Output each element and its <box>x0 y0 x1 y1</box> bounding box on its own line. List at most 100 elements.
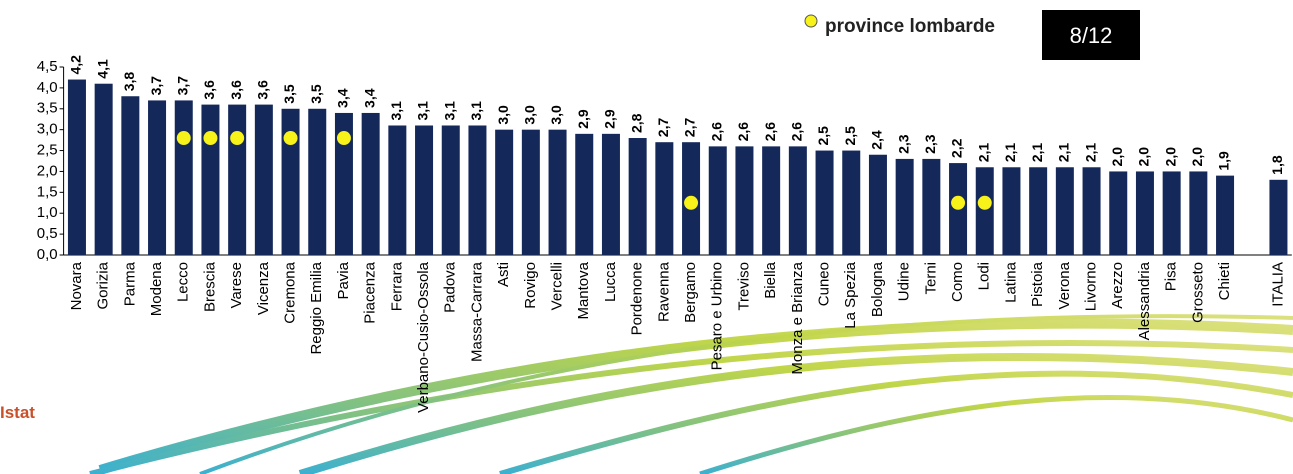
highlight-marker <box>177 131 191 145</box>
value-label: 3,0 <box>522 105 538 125</box>
bar <box>442 125 460 255</box>
value-label: 3,0 <box>495 105 511 125</box>
bar <box>735 146 753 255</box>
x-tick-label: Bergamo <box>682 262 699 323</box>
value-label: 1,8 <box>1269 155 1285 175</box>
x-tick-label: Treviso <box>735 262 752 311</box>
bar <box>308 109 326 255</box>
value-label: 3,5 <box>308 84 324 104</box>
value-label: 3,6 <box>255 80 271 100</box>
y-tick-label: 0,5 <box>37 225 58 242</box>
x-tick-label: ITALIA <box>1269 262 1286 307</box>
bar <box>175 100 193 255</box>
value-label: 2,6 <box>708 122 724 142</box>
x-tick-label: Novara <box>68 261 85 310</box>
x-tick-label: Alessandria <box>1136 261 1153 340</box>
x-tick-label: Lucca <box>602 261 619 302</box>
bar <box>468 125 486 255</box>
x-tick-label: Ferrara <box>388 261 405 311</box>
chart: 8/12 Istat province lombarde 0,0 0,5 1,0 1,… <box>0 0 1293 474</box>
x-tick-label: Chieti <box>1216 262 1233 300</box>
value-label: 3,4 <box>335 88 351 108</box>
bar <box>95 84 113 255</box>
x-tick-label: Pavia <box>335 261 352 299</box>
bar <box>282 109 300 255</box>
value-label: 2,5 <box>842 126 858 146</box>
value-label: 4,1 <box>94 59 110 79</box>
y-tick-label: 1,0 <box>37 204 58 221</box>
value-label: 3,6 <box>201 80 217 100</box>
x-tick-label: Rovigo <box>522 262 539 309</box>
bar <box>522 130 540 255</box>
value-label: 3,1 <box>388 101 404 121</box>
x-tick-label: Ravenna <box>655 261 672 322</box>
x-tick-label: Reggio Emilia <box>308 261 325 354</box>
page-number: 8/12 <box>1070 23 1113 48</box>
value-label: 2,7 <box>655 118 671 138</box>
x-tick-label: Pesaro e Urbino <box>709 262 726 370</box>
bar <box>1083 167 1101 255</box>
bar <box>68 80 86 255</box>
value-label: 2,6 <box>789 122 805 142</box>
x-tick-label: Verbano-Cusio-Ossola <box>415 261 432 413</box>
bar <box>602 134 620 255</box>
y-tick-label: 3,5 <box>37 100 58 117</box>
y-tick-label: 1,5 <box>37 183 58 200</box>
y-tick-label: 0,0 <box>37 246 58 263</box>
bar <box>629 138 647 255</box>
x-tick-label: Parma <box>121 261 138 306</box>
bar <box>121 96 139 255</box>
x-tick-label: Modena <box>148 261 165 316</box>
x-tick-label: Brescia <box>201 261 218 312</box>
x-tick-label: Bologna <box>869 261 886 317</box>
x-tick-label: Udine <box>896 262 913 301</box>
value-label: 2,1 <box>1082 143 1098 163</box>
bar <box>816 151 834 255</box>
highlight-marker <box>978 196 992 210</box>
value-label: 2,1 <box>1002 143 1018 163</box>
x-tick-label: Gorizia <box>95 261 112 309</box>
bar <box>976 167 994 255</box>
bar <box>255 105 273 255</box>
bar <box>869 155 887 255</box>
x-tick-label: Livorno <box>1083 262 1100 311</box>
highlight-marker <box>951 196 965 210</box>
value-label: 3,1 <box>468 101 484 121</box>
legend-label: province lombarde <box>825 16 995 37</box>
value-label: 2,0 <box>1162 147 1178 167</box>
decoration <box>90 316 1293 474</box>
x-tick-label: Vicenza <box>255 261 272 315</box>
bar <box>762 146 780 255</box>
value-label: 2,8 <box>628 113 644 133</box>
x-tick-label: Cuneo <box>816 262 833 306</box>
value-label: 3,1 <box>415 101 431 121</box>
x-tick-label: Varese <box>228 262 245 308</box>
bar <box>575 134 593 255</box>
x-tick-label: Grosseto <box>1189 262 1206 323</box>
bar <box>148 100 166 255</box>
y-tick-label: 2,5 <box>37 142 58 159</box>
value-label: 2,0 <box>1189 147 1205 167</box>
bar <box>1056 167 1074 255</box>
x-tick-label: Padova <box>442 261 459 313</box>
highlight-marker <box>337 131 351 145</box>
x-tick-label: Latina <box>1002 261 1019 303</box>
y-tick-label: 2,0 <box>37 162 58 179</box>
x-tick-label: Lecco <box>175 262 192 302</box>
value-label: 2,1 <box>1029 143 1045 163</box>
value-label: 2,6 <box>762 122 778 142</box>
value-label: 2,2 <box>949 138 965 158</box>
x-tick-label: Massa-Carrara <box>468 261 485 362</box>
bar <box>1029 167 1047 255</box>
value-label: 2,3 <box>895 134 911 154</box>
x-tick-label: Monza e Brianza <box>789 261 806 374</box>
value-label: 1,9 <box>1216 151 1232 171</box>
source: Istat <box>0 403 35 422</box>
value-label: 3,1 <box>441 101 457 121</box>
bar <box>1002 167 1020 255</box>
x-tick-label: Como <box>949 262 966 302</box>
x-tick-label: Terni <box>922 262 939 295</box>
value-label: 2,6 <box>735 122 751 142</box>
bar <box>1269 180 1287 255</box>
value-label: 3,8 <box>121 72 137 92</box>
